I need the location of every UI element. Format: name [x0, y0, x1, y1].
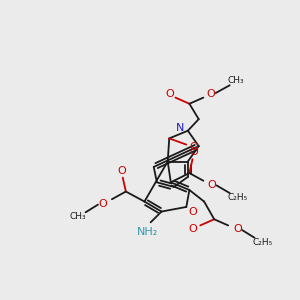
Text: O: O: [190, 142, 198, 152]
Text: O: O: [165, 89, 174, 99]
Text: O: O: [189, 147, 198, 157]
Text: O: O: [188, 224, 197, 234]
Text: CH₃: CH₃: [70, 212, 86, 221]
Text: O: O: [233, 224, 242, 234]
Text: O: O: [208, 180, 216, 190]
Text: O: O: [188, 207, 197, 217]
Text: C₂H₅: C₂H₅: [252, 238, 272, 247]
Text: O: O: [207, 89, 215, 99]
Text: O: O: [118, 166, 126, 176]
Text: N: N: [176, 123, 184, 134]
Text: C₂H₅: C₂H₅: [227, 193, 248, 202]
Text: O: O: [98, 199, 107, 209]
Text: CH₃: CH₃: [228, 76, 244, 85]
Text: NH₂: NH₂: [137, 226, 158, 237]
